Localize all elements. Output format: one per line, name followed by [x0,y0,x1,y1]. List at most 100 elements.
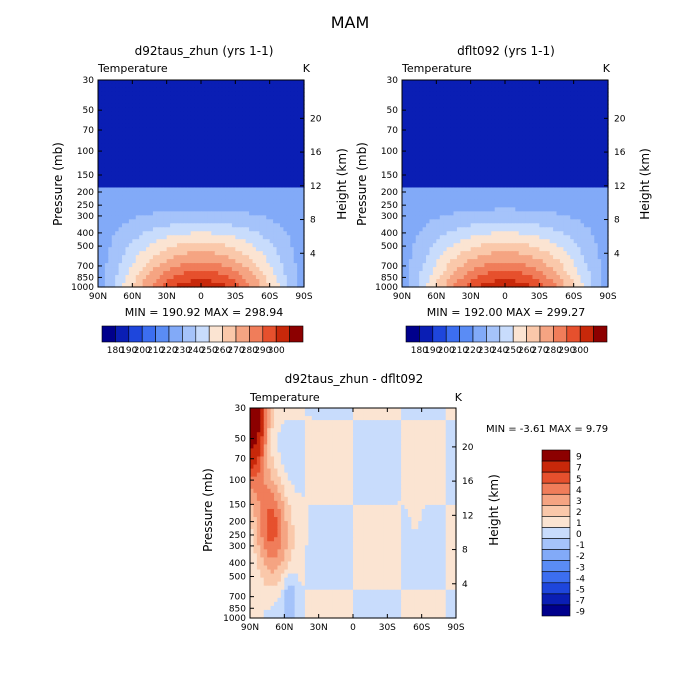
panel-2-cell [546,91,551,97]
panel-1-cell [245,151,250,157]
panel-1-cell [201,215,206,220]
panel-1-cell [98,279,103,284]
panel-1-cell [111,259,116,264]
panel-2-cell [542,135,547,141]
panel-1-cell [183,167,188,173]
panel-1-cell [259,139,264,145]
panel-1-cell [201,179,206,185]
panel-1-cell [204,227,209,232]
panel-2-cell [460,127,465,133]
panel-1-cell [279,231,284,236]
panel-1-cell [286,167,291,173]
panel-2-cell [498,127,503,133]
panel-1-cell [266,111,271,117]
panel-2-cell [604,103,609,109]
panel-1-cell [201,235,206,240]
panel-2-cell [463,103,468,109]
panel-1-cell [300,255,305,260]
panel-1-cell [173,159,178,165]
panel-2-cell [436,111,441,117]
panel-2-cell [549,107,554,113]
panel-1-cell [255,191,260,197]
panel-1-cell [122,195,127,201]
panel-1-cell [163,195,168,201]
panel-1-cell [146,219,151,224]
panel-2-cell [508,131,513,137]
panel-2-cell [590,159,595,165]
panel-1-cell [132,135,137,141]
panel-2-cell [535,127,540,133]
panel-1-cell [176,187,181,193]
panel-1-cell [225,219,230,224]
panel-1-cell [156,163,161,169]
panel-2-cell [587,80,592,85]
panel-1-cell [273,83,278,89]
panel-1-cell [231,239,236,244]
panel-1-cell [98,159,103,165]
panel-2-cell [408,99,413,105]
panel-2-cell [604,171,609,177]
panel-1-cell [170,211,175,216]
panel-1-cell [214,183,219,189]
panel-2-cell [470,183,475,189]
panel-2-cell [539,111,544,117]
panel-2-cell [508,175,513,181]
panel-1-cell [187,143,192,149]
panel-2-cell [439,115,444,121]
panel-1-cell [146,183,151,189]
panel-1-cell [218,203,223,208]
panel-2-cell [480,119,485,125]
panel-1-cell [156,111,161,117]
panel-1-cell [159,135,164,141]
panel-1-cell [214,175,219,181]
panel-2-cell [549,95,554,101]
panel-2-cell [422,179,427,185]
panel-2-cell [422,171,427,177]
panel-1-cell [293,227,298,232]
panel-1-cell [218,83,223,89]
panel-2-cell [498,107,503,113]
panel-2-cell [522,143,527,149]
panel-1-cell [231,103,236,109]
panel-1-cell [197,275,202,280]
panel-2-cell [498,155,503,161]
panel-1-cell [221,103,226,109]
panel-1-cell [269,239,274,244]
panel-1-cell [173,203,178,208]
panel-1-cell [201,195,206,201]
panel-1-cell [115,151,120,157]
panel-2-cell [436,163,441,169]
panel-1-cell [228,147,233,153]
panel-1-cell [146,263,151,268]
panel-2-cell [432,127,437,133]
panel-2-cell [532,115,537,121]
panel-1-cell [146,203,151,208]
panel-1-cell [115,143,120,149]
panel-1-cell [139,107,144,113]
panel-1-cell [207,119,212,125]
panel-1-cell [262,123,267,129]
panel-1-cell [279,163,284,169]
panel-1-cell [194,251,199,256]
panel-2-cell [522,179,527,185]
panel-2-cell [450,195,455,201]
panel-1-cell [115,127,120,133]
panel-1-cell [201,111,206,117]
panel-1-cell [142,219,147,224]
panel-1-cell [108,135,113,141]
panel-1-cell [152,123,157,129]
panel-1-cell [135,131,140,137]
panel-1-cell [183,171,188,177]
panel-1-cell [279,215,284,220]
panel-1-cell [211,87,216,93]
panel-2-cell [498,139,503,145]
panel-1-cell [245,283,250,288]
panel-1-cell [152,203,157,208]
panel-2-cell [474,143,479,149]
panel-2-cell [453,123,458,129]
panel-1-cell [201,95,206,101]
panel-2-cell [515,127,520,133]
panel-2-cell [402,187,407,193]
panel-2-cell [494,135,499,141]
panel-2-cell [480,163,485,169]
